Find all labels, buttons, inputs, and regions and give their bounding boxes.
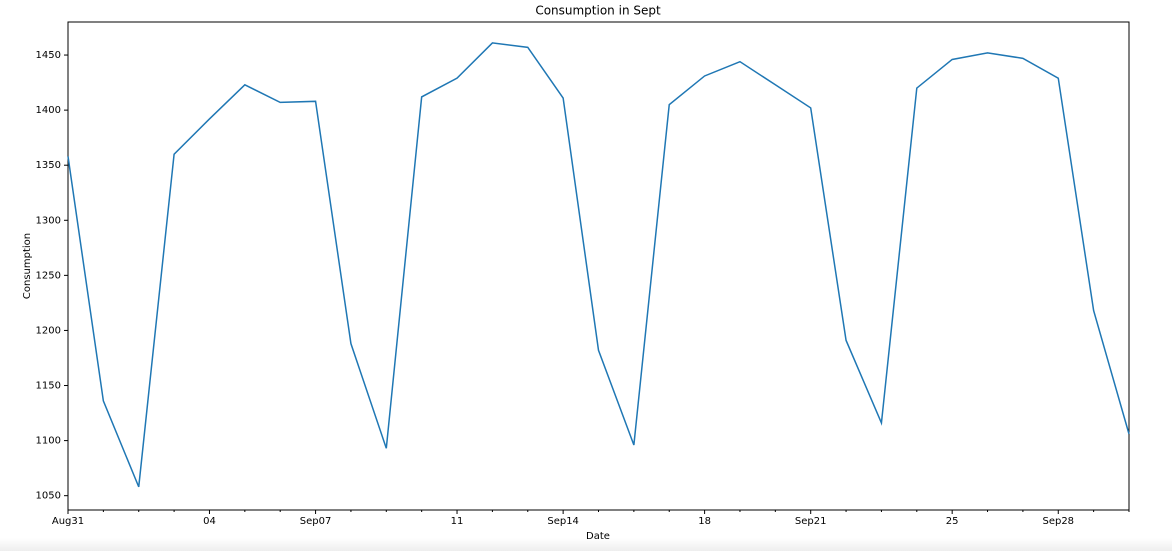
data-line: [67, 42, 1130, 488]
y-axis-label: Consumption: [22, 233, 33, 299]
y-tick-label: 1350: [36, 160, 61, 171]
x-tick-label: 04: [203, 516, 216, 527]
y-tick-label: 1300: [36, 215, 61, 226]
x-tick-label: Aug31: [52, 516, 84, 527]
x-tick-label: Sep14: [547, 516, 579, 527]
bottom-fade: [0, 538, 1172, 551]
y-tick-label: 1250: [36, 270, 61, 281]
y-tick-label: 1450: [36, 50, 61, 61]
chart-title: Consumption in Sept: [535, 4, 661, 18]
plot-frame: [67, 21, 1130, 511]
y-tick-label: 1200: [36, 325, 61, 336]
y-tick-label: 1100: [36, 436, 61, 447]
x-tick-label: Sep07: [300, 516, 332, 527]
y-tick-label: 1050: [36, 491, 61, 502]
x-tick-label: Sep21: [795, 516, 827, 527]
y-tick-label: 1400: [36, 105, 61, 116]
x-tick-label: 11: [451, 516, 464, 527]
x-axis-label: Date: [586, 531, 610, 542]
x-tick-label: 25: [946, 516, 959, 527]
x-tick-label: 18: [698, 516, 711, 527]
x-tick-label: Sep28: [1042, 516, 1074, 527]
y-tick-label: 1150: [36, 381, 61, 392]
